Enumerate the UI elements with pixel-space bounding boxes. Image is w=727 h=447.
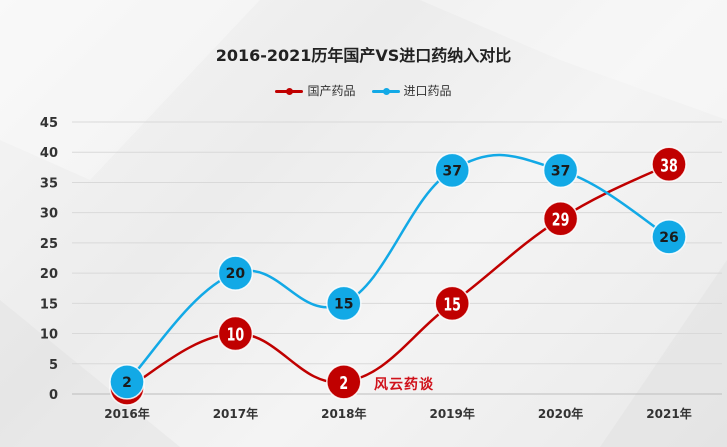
data-point-imported — [651, 219, 687, 255]
chart-legend: 国产药品 进口药品 — [0, 82, 727, 99]
y-tick-label: 20 — [40, 267, 58, 282]
series-line-domestic — [125, 163, 671, 390]
data-label-imported: 26 — [659, 230, 678, 246]
data-point-domestic — [217, 315, 254, 352]
legend-item-domestic: 国产药品 — [275, 82, 356, 99]
legend-swatch-imported — [371, 85, 400, 97]
data-label-imported: 37 — [551, 163, 570, 179]
data-point-imported — [217, 255, 254, 291]
y-tick-label: 15 — [40, 297, 58, 312]
data-point-domestic — [542, 200, 579, 237]
y-tick-label: 35 — [40, 176, 58, 191]
x-tick-label: 2017年 — [213, 406, 258, 421]
x-tick-label: 2019年 — [429, 406, 474, 421]
data-point-domestic — [651, 146, 687, 183]
series-line-imported — [125, 153, 671, 384]
data-label-imported: 15 — [334, 296, 353, 312]
y-tick-label: 40 — [40, 146, 58, 161]
x-tick-label: 2020年 — [538, 406, 583, 421]
legend-label-domestic: 国产药品 — [307, 84, 356, 98]
x-tick-label: 2021年 — [646, 406, 691, 421]
data-point-imported — [434, 152, 470, 189]
chart-title: 2016-2021历年国产VS进口药纳入对比 — [215, 46, 512, 65]
data-point-imported — [542, 152, 579, 189]
x-tick-label: 2016年 — [104, 406, 149, 421]
y-tick-label: 25 — [40, 237, 58, 252]
y-tick-label: 0 — [49, 388, 58, 403]
x-tick-label: 2018年 — [321, 406, 366, 421]
y-tick-label: 30 — [40, 207, 58, 222]
data-point-imported — [109, 364, 145, 400]
data-label-domestic: 38 — [660, 155, 678, 176]
data-label-domestic: 15 — [443, 294, 461, 315]
data-point-imported — [326, 285, 362, 322]
data-point-domestic — [434, 285, 470, 322]
data-label-domestic: 10 — [227, 324, 245, 345]
legend-swatch-domestic — [275, 85, 304, 97]
legend-label-imported: 进口药品 — [403, 84, 452, 98]
data-label-domestic: 2 — [339, 372, 348, 393]
y-tick-label: 5 — [49, 358, 58, 373]
data-label-domestic: 29 — [552, 209, 570, 230]
y-tick-label: 45 — [40, 116, 58, 131]
y-tick-label: 10 — [40, 328, 58, 343]
watermark-text: 风云药谈 — [374, 377, 434, 393]
data-label-imported: 20 — [226, 266, 246, 282]
data-label-imported: 37 — [442, 163, 461, 179]
data-point-domestic — [326, 364, 362, 400]
data-label-imported: 2 — [122, 375, 132, 391]
legend-item-imported: 进口药品 — [371, 82, 452, 99]
